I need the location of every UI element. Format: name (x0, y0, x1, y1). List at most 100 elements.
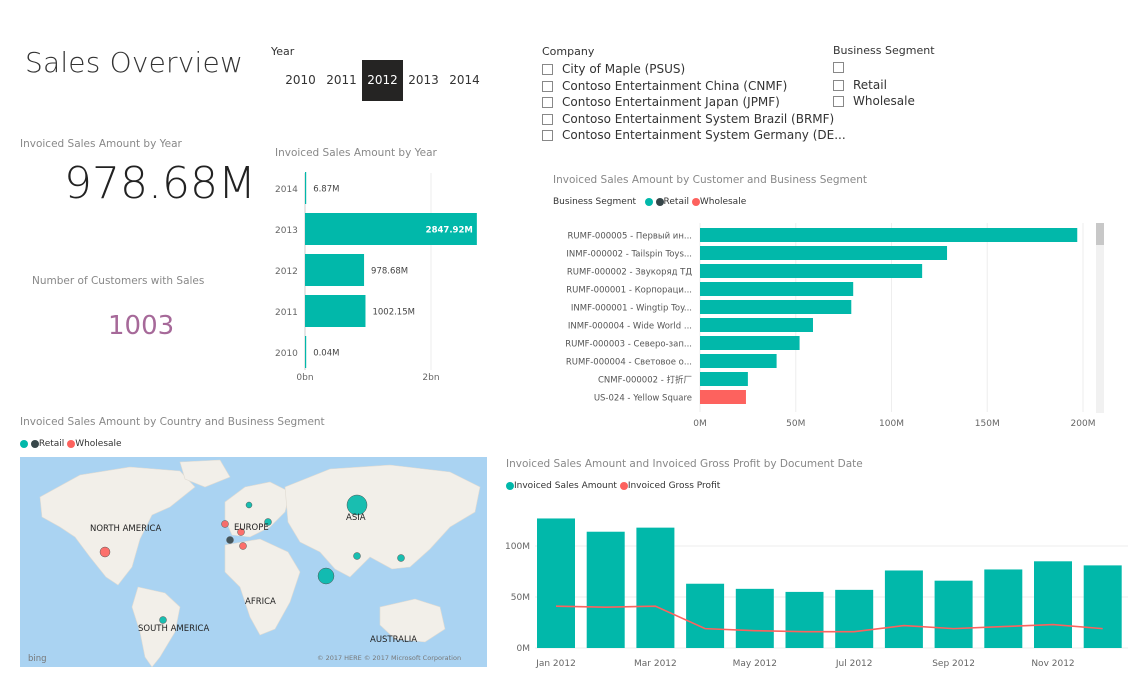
company-item[interactable]: Contoso Entertainment Japan (JPMF) (542, 95, 780, 109)
card-sales-label: Invoiced Sales Amount by Year (20, 138, 182, 150)
legend-retail: Retail (663, 197, 689, 207)
y-tick-label: RUMF-000005 - Первый ин... (568, 232, 693, 242)
bar[interactable] (305, 172, 307, 204)
y-tick-label: RUMF-000003 - Северо-зап... (565, 340, 692, 350)
bar-sales[interactable] (884, 570, 923, 648)
bar-retail[interactable] (700, 228, 1078, 242)
year-button-2014[interactable]: 2014 (449, 73, 480, 87)
x-tick-label: 150M (975, 419, 1000, 429)
checkbox[interactable] (542, 129, 553, 141)
bar-sales[interactable] (537, 518, 575, 648)
segment-item-retail[interactable]: Retail (833, 78, 887, 92)
map-bubble[interactable] (239, 542, 247, 550)
chart-customer: 0M 50M 100M 150M 200M RUMF-000005 - Первый ин… (565, 223, 1104, 429)
legend-dark-dot (30, 439, 39, 448)
bar-retail[interactable] (700, 318, 813, 332)
year-button-2010[interactable]: 2010 (285, 73, 316, 87)
x-tick-label: Nov 2012 (1031, 659, 1074, 669)
bar-sales[interactable] (735, 588, 774, 648)
chart-customer-legend: Business Segment Retail Wholesale (553, 197, 746, 207)
asia-shape (284, 464, 481, 578)
company-item[interactable]: Contoso Entertainment System Brazil (BRM… (542, 112, 834, 126)
chart-date-legend: Invoiced Sales Amount Invoiced Gross Pro… (506, 481, 720, 491)
bar[interactable] (305, 295, 366, 327)
x-tick-label: 100M (879, 419, 904, 429)
world-map-svg: NORTH AMERICA EUROPE ASIA AFRICA SOUTH A… (28, 459, 481, 667)
data-label: 0.04M (313, 349, 339, 359)
bar-retail[interactable] (700, 246, 948, 260)
bar-retail[interactable] (700, 372, 748, 386)
bar-sales[interactable] (934, 580, 973, 648)
bar-sales[interactable] (636, 527, 675, 648)
checkbox[interactable] (833, 79, 844, 91)
bar-sales[interactable] (1034, 561, 1072, 648)
checkbox[interactable] (833, 62, 844, 73)
year-button-2012[interactable]: 2012 (362, 60, 403, 101)
segment-item-blank[interactable] (833, 62, 853, 73)
legend-wholesale: Wholesale (75, 439, 122, 449)
legend-retail: Retail (38, 439, 65, 449)
checkbox[interactable] (542, 113, 553, 125)
year-button-2011[interactable]: 2011 (326, 73, 357, 87)
bar-retail[interactable] (700, 354, 777, 368)
map-copyright: © 2017 HERE © 2017 Microsoft Corporation (317, 654, 461, 662)
map-bubble[interactable] (159, 616, 167, 624)
bar-wholesale[interactable] (700, 390, 746, 404)
checkbox[interactable] (542, 63, 553, 75)
y-tick-label: 0M (517, 644, 531, 654)
map-bubble[interactable] (264, 518, 272, 526)
company-item-label: Contoso Entertainment System Brazil (BRM… (562, 112, 835, 126)
y-tick-label: 2014 (275, 185, 298, 195)
scrollbar-track[interactable] (1096, 223, 1104, 413)
bar[interactable] (305, 254, 365, 286)
legend-red-dot (619, 481, 628, 490)
y-tick-label: 2012 (275, 267, 298, 277)
bar-sales[interactable] (1083, 565, 1122, 648)
bar-sales[interactable] (785, 591, 824, 648)
bar-retail[interactable] (700, 300, 852, 314)
y-tick-label: 2013 (275, 226, 298, 236)
map-bubble[interactable] (346, 494, 368, 516)
bar-sales[interactable] (686, 583, 725, 648)
bar-sales[interactable] (835, 589, 874, 648)
y-tick-label: INMF-000002 - Tailspin Toys... (566, 250, 692, 260)
bar-retail[interactable] (700, 282, 854, 296)
greenland-shape (179, 459, 231, 488)
map-bubble[interactable] (226, 536, 234, 544)
bar-sales[interactable] (586, 531, 625, 648)
scrollbar-thumb[interactable] (1096, 223, 1104, 245)
checkbox[interactable] (542, 96, 553, 108)
company-item-label: Contoso Entertainment China (CNMF) (562, 79, 788, 93)
map-bubble[interactable] (353, 552, 361, 560)
company-item[interactable]: City of Maple (PSUS) (542, 62, 685, 76)
bar-sales[interactable] (984, 569, 1023, 648)
map-bubble[interactable] (237, 528, 245, 536)
chart-year-title: Invoiced Sales Amount by Year (275, 147, 437, 159)
australia-shape (379, 598, 446, 643)
segment-item-wholesale[interactable]: Wholesale (833, 94, 915, 108)
data-label: 1002.15M (372, 308, 414, 318)
bar[interactable] (305, 336, 307, 368)
bar-retail[interactable] (700, 264, 923, 278)
bar-retail[interactable] (700, 336, 800, 350)
world-map[interactable]: NORTH AMERICA EUROPE ASIA AFRICA SOUTH A… (20, 457, 487, 667)
company-item-label: City of Maple (PSUS) (562, 62, 686, 76)
year-button-2013[interactable]: 2013 (408, 73, 439, 87)
map-bubble[interactable] (221, 520, 229, 528)
land-shapes (39, 459, 481, 667)
line-gross-profit[interactable] (555, 605, 1103, 633)
map-bubble[interactable] (99, 546, 111, 558)
card-customers-label: Number of Customers with Sales (32, 275, 205, 287)
company-item[interactable]: Contoso Entertainment System Germany (DE… (542, 128, 846, 142)
map-label-africa: AFRICA (245, 597, 276, 607)
company-item[interactable]: Contoso Entertainment China (CNMF) (542, 79, 787, 93)
checkbox[interactable] (542, 80, 553, 92)
checkbox[interactable] (833, 95, 844, 107)
map-bubble[interactable] (397, 554, 405, 562)
bar[interactable] (305, 213, 477, 245)
map-bubble[interactable] (317, 567, 335, 585)
chart-date: 100M 50M 0M Jan 2012 Mar 2012 May 2012 Jul 201… (505, 518, 1128, 669)
map-bubble[interactable] (245, 501, 253, 509)
chart-date-title: Invoiced Sales Amount and Invoiced Gross… (506, 458, 863, 470)
map-label-australia: AUSTRALIA (370, 635, 417, 645)
